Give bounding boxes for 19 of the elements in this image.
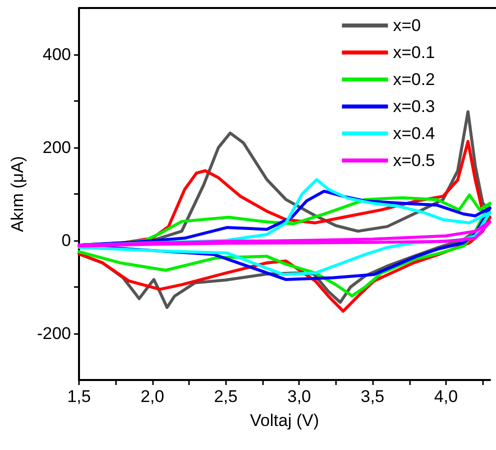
x-tick-label: 2,5 <box>214 387 238 406</box>
y-tick-label: -200 <box>36 324 71 343</box>
y-axis-title: Akım (μA) <box>8 156 28 232</box>
x-tick-label: 2,0 <box>140 387 164 406</box>
x-tick-label: 4,0 <box>434 387 458 406</box>
y-tick-label: 0 <box>62 231 71 250</box>
legend-label: x=0.4 <box>392 124 435 143</box>
legend-label: x=0.2 <box>392 70 435 89</box>
x-tick-label: 1,5 <box>67 387 91 406</box>
legend-label: x=0 <box>392 16 421 35</box>
legend-label: x=0.5 <box>392 151 435 170</box>
x-tick-label: 3,0 <box>287 387 311 406</box>
legend-label: x=0.1 <box>392 43 435 62</box>
y-tick-label: 200 <box>42 138 71 157</box>
y-tick-label: 400 <box>42 45 71 64</box>
x-tick-label: 3,5 <box>360 387 384 406</box>
line-series <box>78 220 492 248</box>
x-axis-title: Voltaj (V) <box>250 411 319 430</box>
legend-label: x=0.3 <box>392 97 435 116</box>
